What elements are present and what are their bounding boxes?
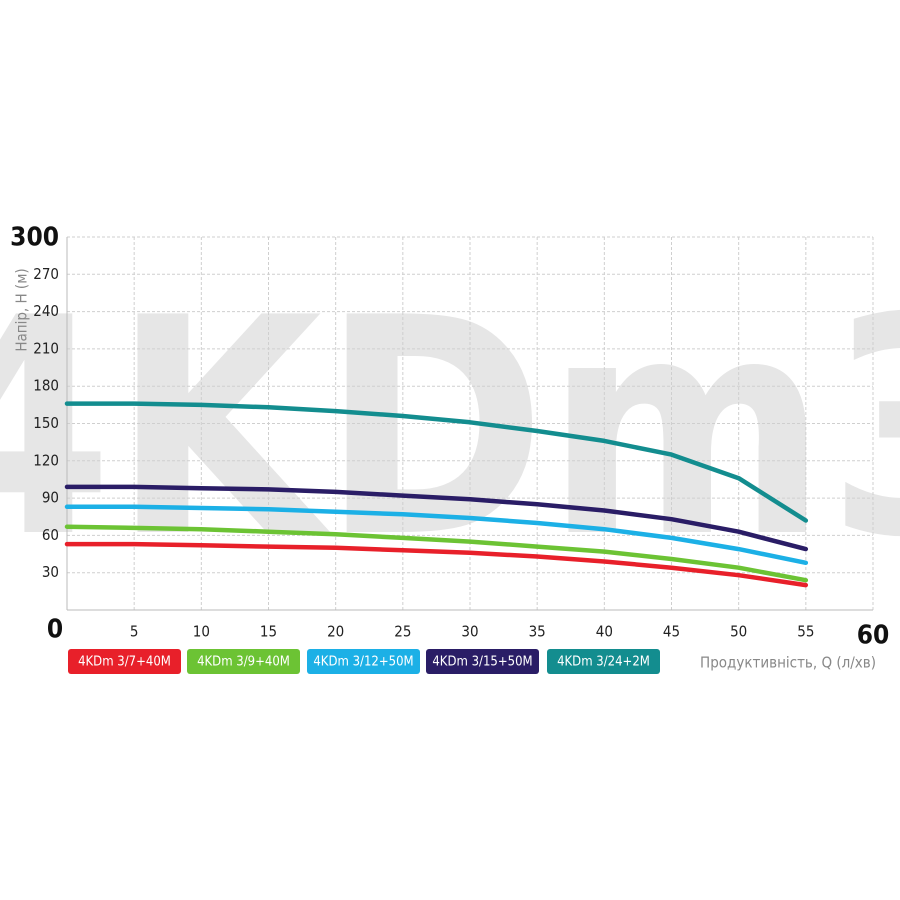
x-tick-label: 45 (663, 623, 680, 641)
legend-label: 4KDm 3/9+40M (197, 655, 290, 670)
series-line (64, 504, 809, 566)
y-tick-label: 30 (42, 563, 59, 581)
x-tick-label: 55 (797, 623, 814, 641)
legend-label: 4KDm 3/15+50M (432, 655, 532, 670)
x-axis-title: Продуктивність, Q (л/хв) (700, 654, 876, 672)
x-tick-label: 40 (596, 623, 613, 641)
legend-swatch (187, 649, 300, 674)
series-line (64, 541, 809, 588)
x-tick-label: 15 (260, 623, 277, 641)
legend-item: 4KDm 3/24+2M (547, 649, 660, 674)
x-tick-label: 30 (461, 623, 478, 641)
x-tick-label: 20 (327, 623, 344, 641)
legend-swatch (426, 649, 539, 674)
y-tick-label: 60 (42, 526, 59, 544)
series-line (64, 484, 809, 552)
x-tick-label: 50 (730, 623, 747, 641)
legend-item: 4KDm 3/7+40M (68, 649, 181, 674)
x-tick-label: 5 (130, 623, 139, 641)
series-line (64, 524, 809, 583)
y-tick-label: 90 (42, 489, 59, 507)
series-line (64, 401, 809, 523)
x-tick-label: 0 (47, 615, 63, 645)
legend-label: 4KDm 3/12+50M (313, 655, 413, 670)
y-tick-label: 150 (33, 414, 59, 432)
y-tick-label: 240 (33, 302, 59, 320)
y-tick-label: 210 (33, 339, 59, 357)
legend-item: 4KDm 3/15+50M (426, 649, 539, 674)
legend-swatch (307, 649, 420, 674)
x-tick-label: 35 (529, 623, 546, 641)
x-tick-label: 60 (857, 621, 890, 651)
legend-label: 4KDm 3/24+2M (557, 655, 650, 670)
x-tick-label: 25 (394, 623, 411, 641)
legend-item: 4KDm 3/9+40M (187, 649, 300, 674)
y-tick-label: 270 (33, 265, 59, 283)
legend-label: 4KDm 3/7+40M (78, 655, 171, 670)
legend-item: 4KDm 3/12+50M (307, 649, 420, 674)
y-axis-title: Напір, Н (м) (13, 268, 31, 351)
x-tick-label: 10 (193, 623, 210, 641)
y-tick-label: 180 (33, 377, 59, 395)
y-tick-label: 300 (10, 223, 59, 253)
y-tick-label: 120 (33, 451, 59, 469)
legend-swatch (547, 649, 660, 674)
legend-swatch (68, 649, 181, 674)
